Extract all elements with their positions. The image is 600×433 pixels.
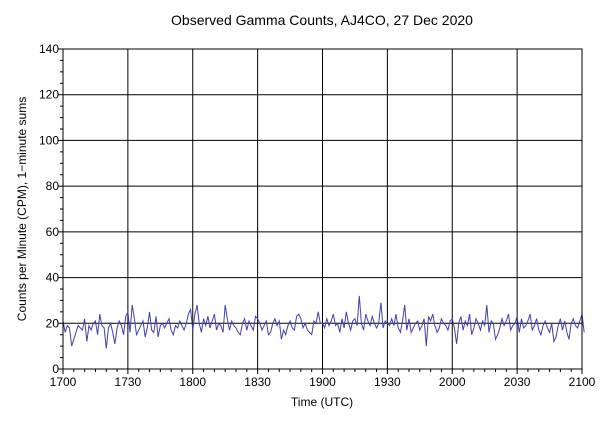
y-tick-label: 100	[39, 133, 59, 147]
chart-title: Observed Gamma Counts, AJ4CO, 27 Dec 202…	[171, 12, 473, 28]
x-tick-label: 1900	[309, 375, 336, 389]
x-tick-label: 1730	[115, 375, 142, 389]
x-tick-label: 1830	[244, 375, 271, 389]
series-line-cpm	[62, 295, 585, 349]
y-axis-label: Counts per Minute (CPM), 1−minute sums	[15, 97, 29, 321]
x-tick-label: 2000	[439, 375, 466, 389]
x-tick-label: 1700	[50, 375, 77, 389]
y-tick-label: 60	[46, 225, 60, 239]
x-axis-label: Time (UTC)	[291, 395, 353, 409]
x-tick-label: 1800	[179, 375, 206, 389]
y-tick-label: 140	[39, 42, 59, 56]
y-tick-label: 20	[46, 316, 60, 330]
y-tick-label: 120	[39, 88, 59, 102]
x-tick-label: 1930	[374, 375, 401, 389]
y-tick-label: 40	[46, 271, 60, 285]
plot-frame	[62, 48, 583, 370]
x-tick-label: 2030	[504, 375, 531, 389]
x-tick-label: 2100	[569, 375, 596, 389]
y-tick-label: 80	[46, 179, 60, 193]
y-tick-label: 0	[52, 362, 59, 376]
